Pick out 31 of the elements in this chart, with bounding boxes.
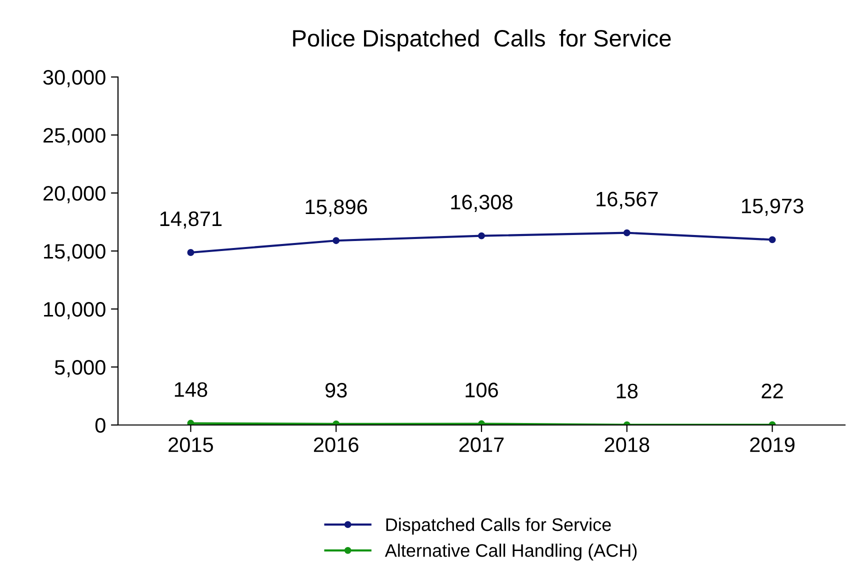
y-tick-label: 30,000: [43, 70, 106, 88]
y-tick-label: 15,000: [44, 244, 106, 262]
x-tick-label: 2018: [604, 437, 650, 452]
point: [187, 420, 194, 425]
x-tick-label: 2016: [314, 437, 358, 452]
y-tick-label: 20,000: [44, 186, 106, 204]
chart-title: Police Dispatched Calls for Service: [293, 29, 671, 52]
data-label: 16,567: [596, 192, 658, 209]
data-label: 16,308: [451, 194, 512, 212]
data-label: 15,896: [306, 200, 368, 217]
x-tick-label: 2019: [750, 437, 794, 452]
x-tick-label: 2015: [168, 437, 213, 452]
legend-label: Dispatched Calls for Service: [386, 518, 611, 535]
y-tick-label: 10,000: [44, 302, 106, 320]
y-tick-label: 0: [95, 418, 106, 433]
point: [768, 236, 776, 244]
data-label: 106: [466, 382, 498, 398]
legend-label: Alternative Call Handling (ACH): [384, 544, 637, 560]
data-label: 18: [616, 384, 638, 398]
y-tick-label: 5,000: [54, 360, 106, 378]
point: [332, 237, 340, 244]
data-label: 15,973: [742, 198, 804, 216]
data-label: 93: [325, 382, 347, 398]
y-tick-label: 25,000: [44, 128, 106, 146]
data-label: 14,871: [160, 211, 222, 229]
data-label: 148: [174, 382, 208, 397]
point: [187, 249, 194, 256]
x-tick-label: 2017: [459, 437, 504, 452]
point: [478, 232, 485, 240]
point: [623, 229, 630, 236]
data-label: 22: [762, 384, 783, 398]
